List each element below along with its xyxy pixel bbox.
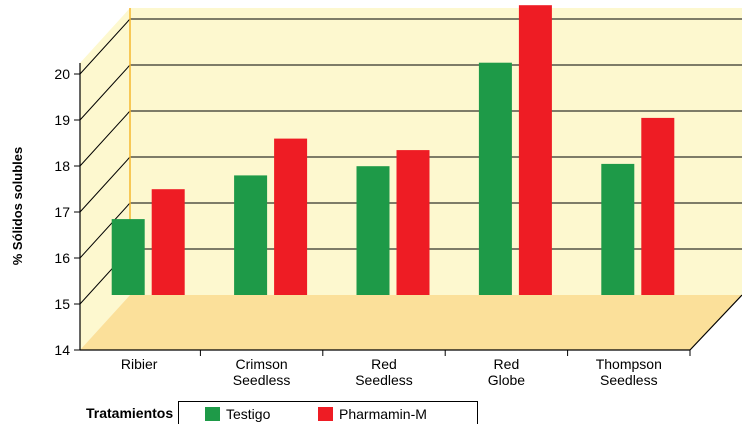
gridline-side — [79, 18, 131, 75]
bar-testigo — [601, 163, 635, 295]
y-tick-label: 18 — [54, 158, 70, 174]
gridlines — [79, 18, 742, 305]
category-label: Seedless — [233, 372, 291, 388]
bar-pharmamin — [518, 5, 552, 295]
bars — [111, 5, 675, 296]
bar-testigo — [478, 62, 512, 296]
y-tick-label: 14 — [54, 342, 70, 358]
y-tick-label: 17 — [54, 204, 70, 220]
legend-swatch-testigo — [205, 407, 220, 421]
gridline-side — [79, 64, 131, 121]
bar-testigo — [111, 219, 145, 295]
side-wall — [80, 8, 130, 350]
category-label: Red — [494, 356, 520, 372]
bar-pharmamin — [151, 189, 185, 295]
legend-swatch-pharmamin — [318, 407, 333, 421]
y-tick-label: 15 — [54, 296, 70, 312]
bar-pharmamin — [274, 138, 308, 295]
category-label: Seedless — [355, 372, 413, 388]
bar-testigo — [356, 166, 390, 295]
bar-pharmamin — [641, 117, 675, 296]
y-axis-label: % Sólidos solubles — [10, 147, 25, 265]
gridline-side — [79, 110, 131, 167]
bar-pharmamin — [396, 150, 430, 295]
legend-box: Testigo Pharmamin-M — [178, 401, 478, 424]
bar-testigo — [234, 175, 268, 295]
legend-title: Tratamientos — [86, 405, 174, 421]
category-label: Globe — [488, 372, 526, 388]
category-label: Crimson — [236, 356, 288, 372]
y-tick-label: 20 — [54, 66, 70, 82]
legend-item-pharmamin: Pharmamin-M — [318, 406, 427, 422]
legend-label-pharmamin: Pharmamin-M — [339, 406, 427, 422]
y-tick-label: 16 — [54, 250, 70, 266]
legend-label-testigo: Testigo — [226, 406, 271, 422]
category-label: Red — [371, 356, 397, 372]
chart-floor — [80, 295, 742, 350]
category-label: Seedless — [600, 372, 658, 388]
category-label: Ribier — [121, 356, 158, 372]
legend-item-testigo: Testigo — [205, 406, 270, 422]
gridline-side — [79, 156, 131, 213]
floor-right-edge — [689, 294, 742, 351]
category-label: Thompson — [596, 356, 662, 372]
y-tick-label: 19 — [54, 112, 70, 128]
legend: Tratamientos Testigo Pharmamin-M — [86, 401, 478, 425]
gridline-side — [79, 202, 131, 259]
category-labels: Ribier CrimsonSeedlessRedSeedlessRedGlobe… — [121, 350, 691, 388]
axis-ticks: 14 15 16 17 18 19 20 — [54, 66, 80, 358]
